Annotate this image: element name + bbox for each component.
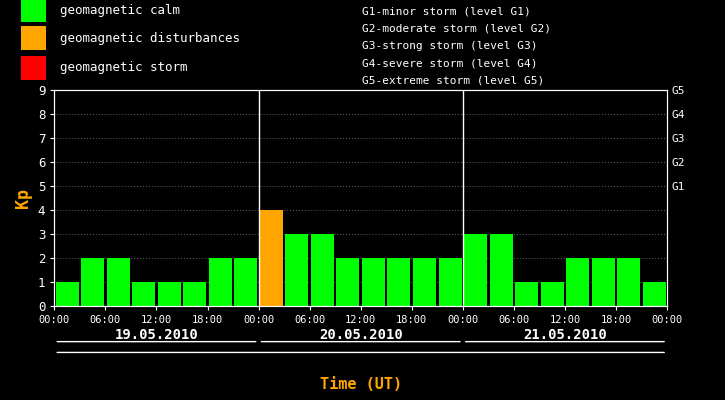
Text: geomagnetic calm: geomagnetic calm — [59, 4, 180, 17]
Bar — [515, 282, 538, 306]
FancyBboxPatch shape — [22, 26, 46, 50]
Text: G5-extreme storm (level G5): G5-extreme storm (level G5) — [362, 75, 544, 85]
Bar — [81, 258, 104, 306]
Text: G3-strong storm (level G3): G3-strong storm (level G3) — [362, 41, 538, 51]
Bar — [439, 258, 462, 306]
Bar — [592, 258, 615, 306]
Bar — [311, 234, 334, 306]
Bar — [234, 258, 257, 306]
Bar — [617, 258, 640, 306]
Bar — [56, 282, 78, 306]
Text: 20.05.2010: 20.05.2010 — [319, 328, 402, 342]
Bar — [183, 282, 206, 306]
Bar — [336, 258, 360, 306]
Bar — [362, 258, 385, 306]
Bar — [566, 258, 589, 306]
Bar — [209, 258, 232, 306]
Bar — [260, 210, 283, 306]
Text: G2-moderate storm (level G2): G2-moderate storm (level G2) — [362, 24, 552, 34]
Text: Time (UT): Time (UT) — [320, 377, 402, 392]
Text: G1-minor storm (level G1): G1-minor storm (level G1) — [362, 6, 531, 16]
Bar — [489, 234, 513, 306]
Text: geomagnetic storm: geomagnetic storm — [59, 62, 187, 74]
FancyBboxPatch shape — [22, 56, 46, 80]
Bar — [286, 234, 308, 306]
Bar — [107, 258, 130, 306]
FancyBboxPatch shape — [22, 0, 46, 22]
Bar — [464, 234, 487, 306]
Bar — [158, 282, 181, 306]
Text: 21.05.2010: 21.05.2010 — [523, 328, 607, 342]
Text: 19.05.2010: 19.05.2010 — [115, 328, 199, 342]
Text: G4-severe storm (level G4): G4-severe storm (level G4) — [362, 58, 538, 68]
Bar — [413, 258, 436, 306]
Bar — [541, 282, 563, 306]
Bar — [387, 258, 410, 306]
Bar — [132, 282, 155, 306]
Y-axis label: Kp: Kp — [14, 188, 33, 208]
Text: geomagnetic disturbances: geomagnetic disturbances — [59, 32, 240, 45]
Bar — [643, 282, 666, 306]
